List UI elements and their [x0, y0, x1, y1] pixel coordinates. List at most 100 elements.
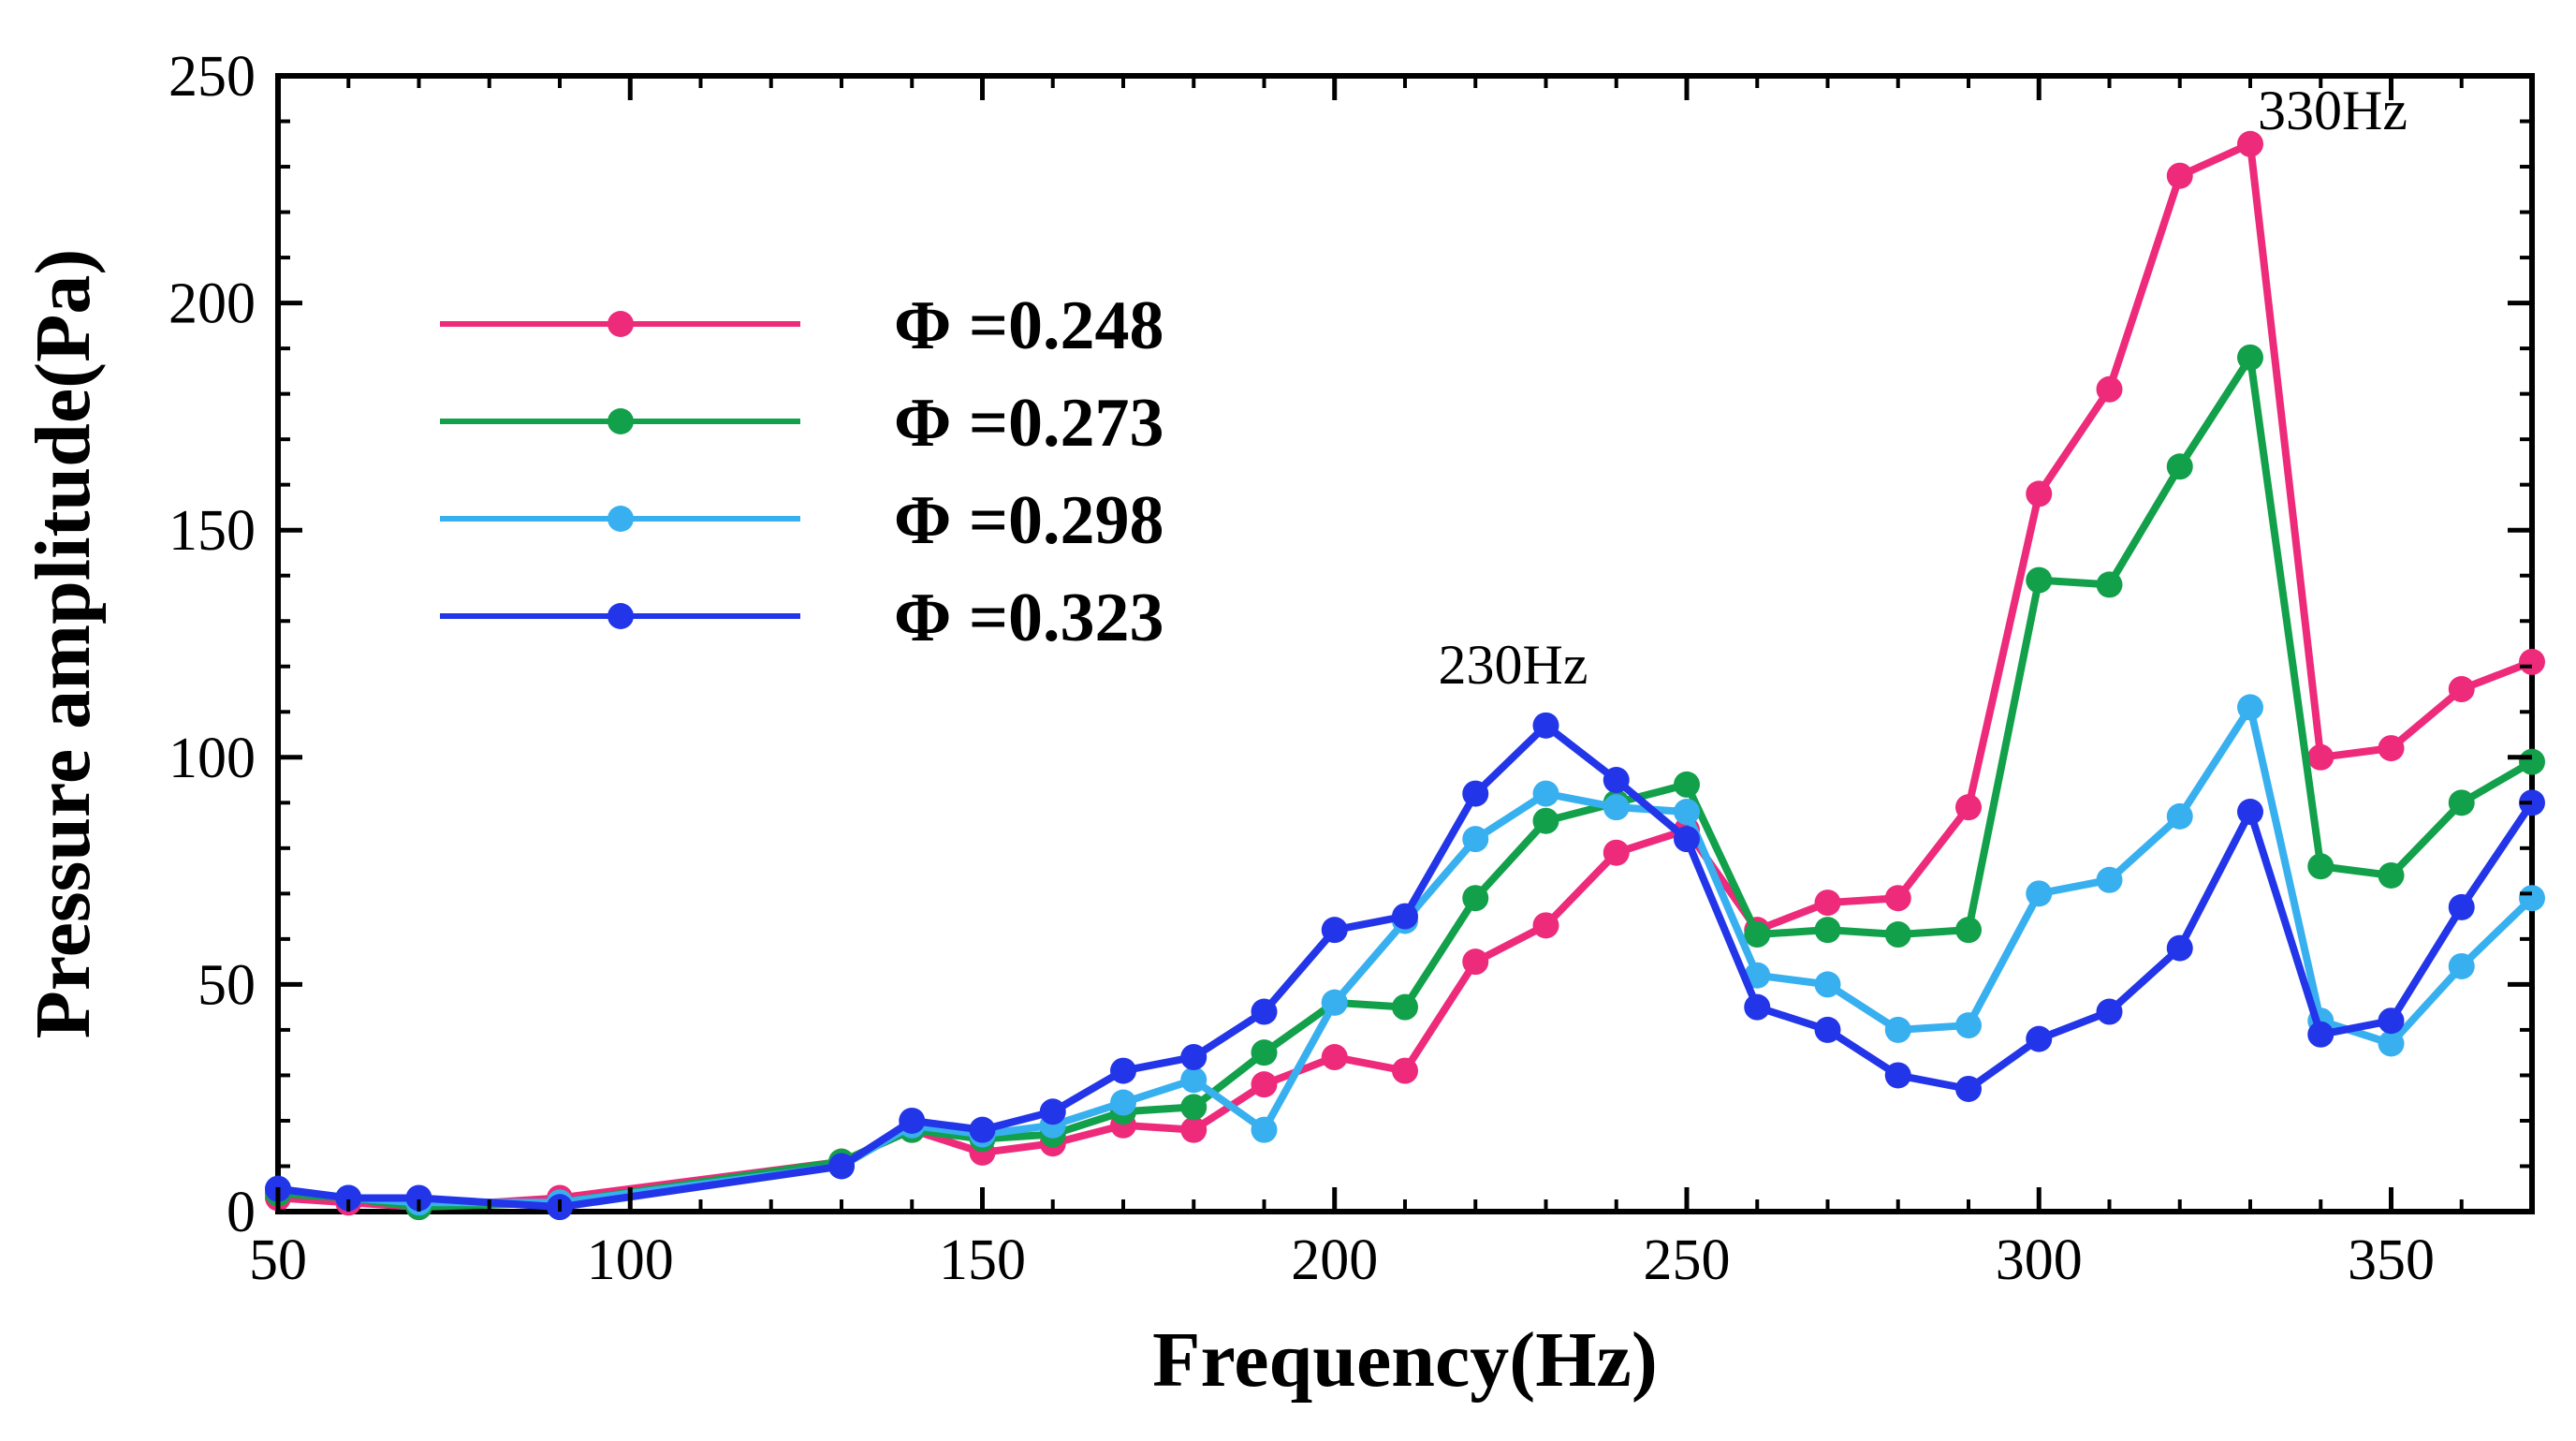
- data-point: [969, 1116, 996, 1143]
- data-point: [2519, 648, 2545, 675]
- data-point: [1955, 917, 1982, 944]
- data-point: [1392, 993, 1418, 1021]
- data-point: [405, 1184, 432, 1212]
- data-point: [2307, 853, 2334, 880]
- data-point: [1814, 971, 1841, 998]
- data-point: [1321, 989, 1348, 1016]
- legend-entry-1: Φ =0.248: [440, 287, 1164, 364]
- data-point: [1674, 799, 1700, 826]
- data-point: [2448, 676, 2475, 703]
- y-tick-label: 100: [168, 727, 256, 790]
- legend-marker: [607, 603, 634, 629]
- data-point: [2448, 952, 2475, 979]
- series-line: [277, 140, 2534, 1212]
- legend-label: Φ =0.273: [894, 385, 1164, 462]
- data-point: [2096, 375, 2123, 403]
- data-point: [335, 1184, 362, 1212]
- data-point: [2096, 866, 2123, 893]
- series-layer: [265, 130, 2545, 1221]
- data-point: [1674, 771, 1700, 798]
- data-point: [899, 1107, 926, 1134]
- data-point: [1674, 826, 1700, 853]
- data-point: [1462, 826, 1489, 853]
- legend-marker: [607, 311, 634, 337]
- data-point: [2378, 861, 2405, 889]
- data-point: [1532, 712, 1559, 739]
- data-point: [1462, 780, 1489, 807]
- data-point: [1251, 998, 1278, 1025]
- legend-entry-2: Φ =0.273: [440, 385, 1164, 462]
- data-point: [2166, 162, 2193, 189]
- data-point: [2166, 453, 2193, 480]
- data-point: [2448, 893, 2475, 920]
- x-tick-label: 50: [249, 1228, 307, 1292]
- data-point: [2307, 1021, 2334, 1048]
- data-point: [2378, 1030, 2405, 1057]
- series-line: [277, 703, 2535, 1207]
- data-point: [2237, 694, 2263, 721]
- data-point: [1884, 921, 1911, 948]
- data-point: [1462, 948, 1489, 976]
- plot-frame: [275, 73, 2535, 1214]
- data-point: [2026, 480, 2053, 507]
- data-point: [1110, 1089, 1136, 1116]
- data-point: [1180, 1116, 1208, 1143]
- data-point: [1744, 921, 1771, 948]
- data-point: [1532, 780, 1559, 807]
- data-point: [2307, 743, 2334, 771]
- data-point: [1532, 807, 1559, 834]
- legend-label: Φ =0.323: [894, 580, 1164, 656]
- peak-annotation: 230Hz: [1439, 634, 1588, 696]
- data-point: [1884, 885, 1911, 912]
- data-point: [1884, 1062, 1911, 1089]
- data-point: [2237, 799, 2263, 826]
- data-point: [1955, 794, 1982, 821]
- data-point: [1814, 1016, 1841, 1043]
- y-tick-label: 150: [168, 499, 256, 563]
- x-axis-title: Frequency(Hz): [1152, 1316, 1658, 1404]
- x-tick-label: 200: [1291, 1228, 1378, 1292]
- series-1: [265, 130, 2545, 1221]
- x-tick-label: 150: [939, 1228, 1026, 1292]
- data-point: [1884, 1016, 1911, 1043]
- data-point: [1180, 1094, 1208, 1121]
- data-point: [1814, 917, 1841, 944]
- legend-marker: [607, 506, 634, 532]
- data-point: [1532, 912, 1559, 939]
- data-point: [1392, 1057, 1418, 1084]
- data-point: [2519, 748, 2545, 775]
- y-axis-title: Pressure amplitude(Pa): [20, 249, 107, 1039]
- data-point: [1603, 839, 1630, 866]
- data-point: [1110, 1057, 1136, 1084]
- data-point: [2096, 998, 2123, 1025]
- data-point: [2378, 735, 2405, 762]
- y-tick-label: 0: [227, 1181, 256, 1244]
- x-tick-label: 350: [2348, 1228, 2435, 1292]
- legend-entry-4: Φ =0.323: [440, 580, 1164, 656]
- data-point: [2026, 880, 2053, 907]
- data-point: [1180, 1044, 1208, 1071]
- plot-border: [275, 73, 2535, 1214]
- data-point: [2096, 571, 2123, 598]
- legend-label: Φ =0.248: [894, 287, 1164, 364]
- data-point: [1251, 1039, 1278, 1066]
- data-point: [828, 1153, 855, 1180]
- data-point: [1392, 903, 1418, 930]
- data-point: [2026, 1025, 2053, 1052]
- data-point: [1321, 917, 1348, 944]
- peak-annotation: 330Hz: [2258, 80, 2408, 141]
- series-4: [265, 712, 2545, 1221]
- legend: Φ =0.248 Φ =0.273 Φ =0.298 Φ =0.323: [440, 287, 1164, 656]
- x-tick-label: 300: [1996, 1228, 2083, 1292]
- data-point: [2519, 885, 2545, 912]
- legend-entry-3: Φ =0.298: [440, 482, 1164, 559]
- legend-marker: [607, 408, 634, 434]
- data-point: [2237, 130, 2263, 157]
- x-tick-label: 100: [587, 1228, 674, 1292]
- data-point: [2166, 802, 2193, 830]
- legend-label: Φ =0.298: [894, 482, 1164, 559]
- data-point: [2026, 566, 2053, 594]
- x-tick-label: 250: [1644, 1228, 1731, 1292]
